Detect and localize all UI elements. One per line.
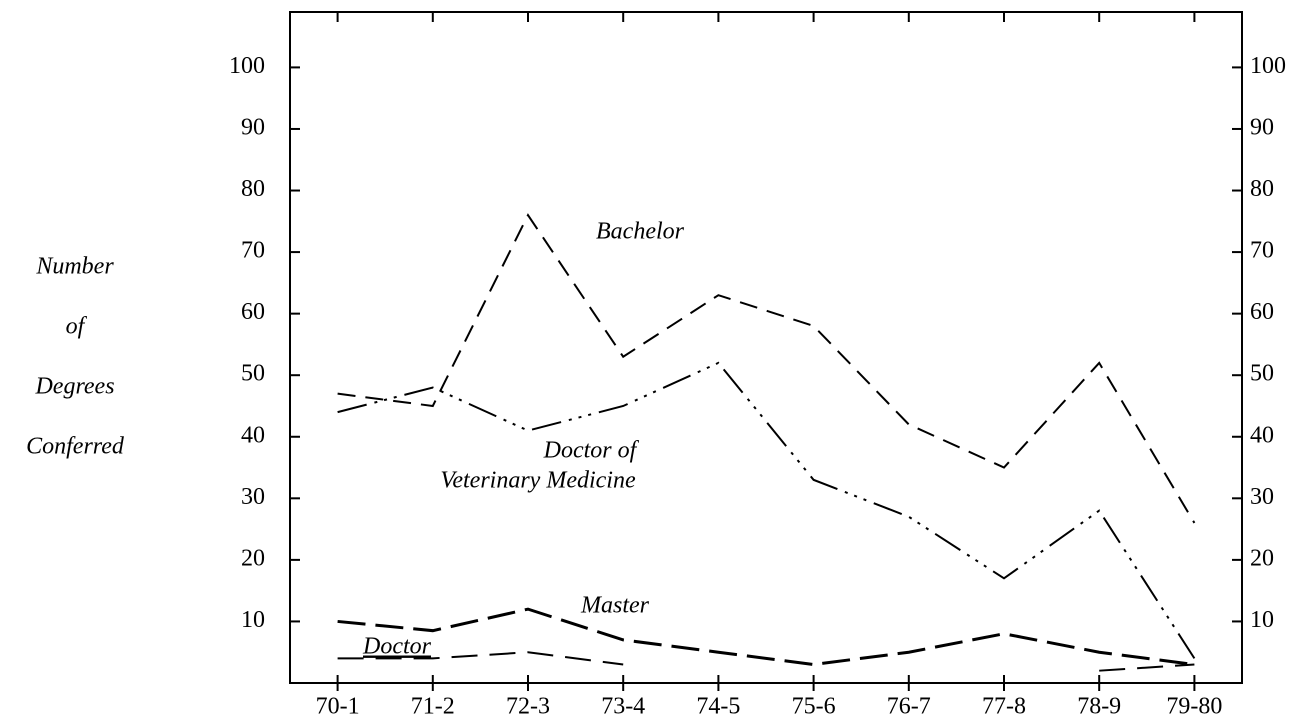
- y-tick-label: 30: [241, 484, 265, 510]
- y-tick-label: 40: [241, 422, 265, 448]
- annotation: Doctor: [362, 634, 432, 660]
- y2-tick-label: 30: [1250, 484, 1274, 510]
- plot-frame: [289, 11, 1243, 684]
- x-tick-label: 75-6: [792, 694, 836, 720]
- y-tick-label: 20: [241, 545, 265, 571]
- series-line: [337, 651, 1195, 672]
- y-tick-label: 10: [241, 607, 265, 633]
- series-line: [337, 607, 1195, 667]
- y-tick-label: 80: [241, 176, 265, 202]
- y2-tick-label: 40: [1250, 422, 1274, 448]
- y2-tick-label: 70: [1250, 238, 1274, 264]
- y2-tick-label: 10: [1250, 607, 1274, 633]
- x-tick-label: 78-9: [1077, 694, 1121, 720]
- series-line: [337, 213, 1196, 524]
- annotation: Veterinary Medicine: [440, 468, 636, 494]
- y2-tick-label: 90: [1250, 114, 1274, 140]
- x-tick-label: 71-2: [411, 694, 455, 720]
- series-line: [337, 361, 1196, 659]
- x-tick-label: 79-80: [1166, 694, 1222, 720]
- y-axis-label: Conferred: [26, 434, 125, 460]
- x-tick-label: 73-4: [601, 694, 645, 720]
- x-tick-label: 74-5: [696, 694, 740, 720]
- y-axis-label: Number: [35, 254, 114, 280]
- annotation: Bachelor: [596, 219, 685, 245]
- annotation: Doctor of: [543, 438, 640, 464]
- y-tick-label: 90: [241, 114, 265, 140]
- y2-tick-label: 80: [1250, 176, 1274, 202]
- y-tick-label: 100: [229, 53, 265, 79]
- x-tick-label: 70-1: [316, 694, 360, 720]
- y-tick-label: 60: [241, 299, 265, 325]
- y2-tick-label: 100: [1250, 53, 1286, 79]
- x-tick-label: 77-8: [982, 694, 1026, 720]
- x-tick-label: 76-7: [887, 694, 931, 720]
- y-tick-label: 70: [241, 238, 265, 264]
- y-axis-label: of: [66, 314, 88, 340]
- x-tick-label: 72-3: [506, 694, 550, 720]
- y-tick-label: 50: [241, 361, 265, 387]
- annotation: Master: [580, 593, 650, 619]
- y2-tick-label: 60: [1250, 299, 1274, 325]
- y2-tick-label: 20: [1250, 545, 1274, 571]
- y-axis-label: Degrees: [34, 374, 114, 400]
- y2-tick-label: 50: [1250, 361, 1274, 387]
